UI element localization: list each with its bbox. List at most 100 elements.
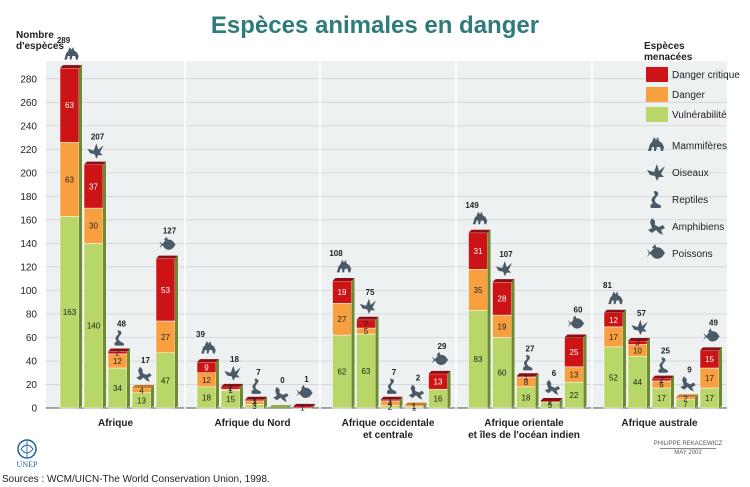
fish-icon (703, 328, 720, 342)
bar-side (511, 279, 515, 408)
legend-label: Vulnérabilité (672, 110, 727, 121)
bar-total-label: 149 (465, 201, 479, 210)
bar-side (127, 348, 130, 408)
bar-total-label: 289 (57, 36, 71, 45)
bar-side (647, 337, 650, 408)
legend-title-line2: menacées (644, 52, 693, 63)
segment-value-label: 13 (570, 370, 579, 379)
wolf-icon (472, 211, 488, 225)
y-tick-label: 280 (20, 74, 37, 85)
bar-top-cap (380, 396, 403, 400)
segment-value-label: 16 (434, 395, 443, 404)
segment-value-label: 52 (609, 373, 618, 382)
y-tick-label: 160 (20, 215, 37, 226)
bar-side (351, 278, 355, 408)
bar-top-cap (700, 347, 722, 351)
region-label-line2: et îles de l'océan indien (468, 430, 580, 441)
segment-value-label: 25 (570, 348, 579, 357)
bar-side (288, 405, 291, 408)
bar-total-label: 57 (637, 309, 646, 318)
wolf-icon (64, 46, 79, 60)
segment-value-label: 53 (161, 286, 170, 295)
region-label: Afrique australe (621, 418, 698, 429)
segment-value-label: 12 (113, 357, 122, 366)
bar-top-cap (540, 397, 563, 401)
bar-side (216, 359, 219, 408)
bar-side (559, 397, 563, 408)
fish-icon (567, 315, 585, 329)
bar-total-label: 27 (526, 344, 535, 353)
bar-side (264, 396, 267, 408)
bar-mammifères: 163 63 63 289 (57, 36, 82, 409)
segment-value-label: 4 (388, 399, 393, 408)
segment-value-label: 2 (115, 349, 120, 358)
segment-value-label: 83 (474, 355, 483, 364)
bar-top-cap (108, 348, 130, 352)
region-label: Afrique (98, 418, 133, 429)
bar-top-cap (516, 373, 539, 377)
segment-value-label: 15 (226, 395, 235, 404)
segment-value-label: 4 (139, 386, 144, 395)
segment-value-label: 2 (683, 395, 688, 404)
bar-total-label: 207 (91, 133, 105, 142)
frog-icon (136, 366, 152, 383)
segment-value-label: 3 (635, 339, 640, 348)
bird-icon (224, 365, 241, 381)
bar-total-label: 75 (366, 288, 375, 297)
segment-value-label: 140 (87, 322, 101, 331)
region-group: 52171281441035717622572917171549Afrique … (603, 281, 722, 429)
segment-value-label: 2 (228, 384, 233, 393)
bird-icon (647, 164, 665, 181)
bar-top-cap (676, 394, 698, 398)
unep-emblem-icon (17, 439, 37, 459)
segment-value-label: 1 (412, 402, 417, 411)
frog-icon (544, 379, 561, 396)
y-tick-label: 260 (20, 98, 37, 109)
y-tick-label: 20 (26, 380, 38, 391)
segment-value-label: 13 (137, 396, 146, 405)
bar-top-cap (197, 359, 219, 363)
bar-side (103, 161, 106, 408)
segment-value-label: 5 (548, 401, 553, 410)
bar-top-cap (564, 334, 587, 338)
bar-total-label: 18 (230, 355, 239, 364)
y-tick-label: 220 (20, 145, 37, 156)
bar-total-label: 39 (196, 330, 205, 339)
fish-icon (431, 351, 449, 366)
segment-value-label: 7 (683, 400, 688, 409)
snake-icon (251, 378, 262, 394)
bar-total-label: 48 (117, 320, 126, 329)
segment-value-label: 2 (659, 376, 664, 385)
bar-total-label: 49 (709, 318, 718, 327)
bar-side (79, 65, 82, 408)
segment-value-label: 1 (388, 396, 393, 405)
segment-value-label: 18 (202, 393, 211, 402)
y-tick-label: 40 (26, 356, 38, 367)
segment-value-label: 28 (498, 295, 507, 304)
bar-oiseaux: 63 57 75 (356, 288, 379, 409)
segment-value-label: 47 (161, 376, 170, 385)
bar-amphibiens: 51 6 (540, 369, 563, 410)
wolf-icon (648, 137, 664, 151)
segment-value-label: 17 (609, 333, 618, 342)
bar-mammifères: 83 35 31 149 (465, 201, 491, 409)
segment-value-label: 63 (362, 367, 371, 376)
region-label: Afrique orientale (484, 418, 564, 429)
bar-total-label: 9 (687, 365, 692, 374)
bar-total-label: 7 (392, 368, 397, 377)
bar-side (399, 396, 403, 408)
unep-logo: UNEP (12, 438, 42, 469)
bar-top-cap (652, 375, 674, 379)
segment-value-label: 1 (228, 386, 233, 395)
bar-side (447, 370, 451, 408)
bar-poissons: 11 (292, 375, 315, 412)
bar-total-label: 2 (416, 374, 421, 383)
bar-amphibiens: 0 (269, 376, 291, 408)
y-tick-label: 240 (20, 121, 37, 132)
bar-total-label: 127 (163, 227, 177, 236)
bar-reptiles: 17 62 25 (651, 347, 674, 409)
segment-value-label: 27 (161, 333, 170, 342)
segment-value-label: 22 (570, 391, 579, 400)
wolf-icon (608, 291, 623, 305)
